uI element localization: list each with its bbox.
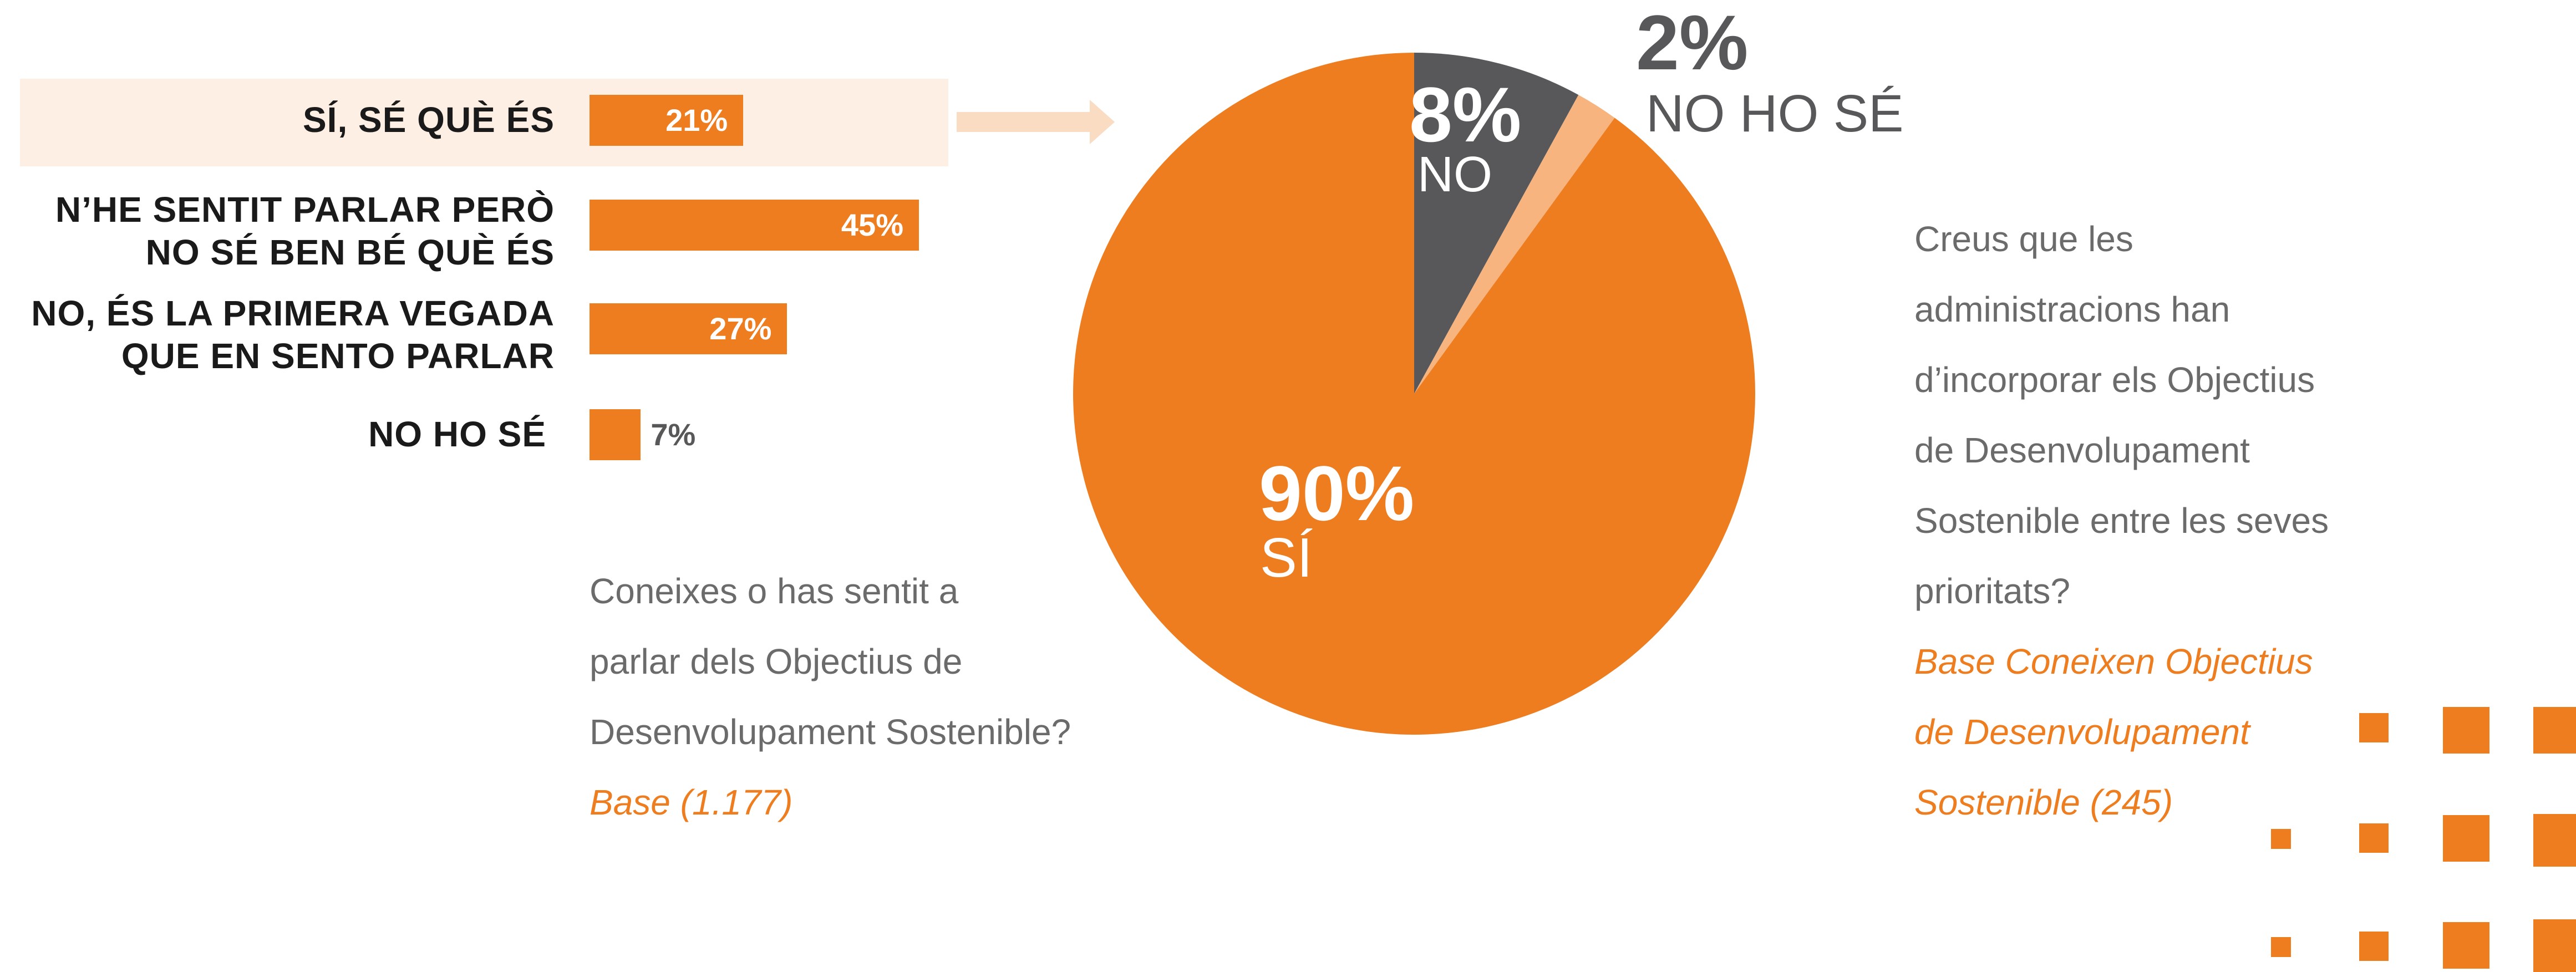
bar: [590, 303, 787, 354]
pie-slice: [1414, 95, 1615, 394]
decorative-square: [2271, 937, 2291, 957]
decorative-square: [2359, 932, 2389, 961]
decorative-square: [2359, 823, 2389, 853]
decorative-square: [2443, 922, 2489, 969]
bar-value-label: 45%: [841, 207, 903, 242]
question-line: de Desenvolupament: [1914, 430, 2250, 470]
bar-row: N’HE SENTIT PARLAR PERÒ NO SÉ BEN BÉ QUÈ…: [0, 189, 555, 277]
bar-chart-question: Coneixes o has sentit a parlar dels Obje…: [590, 556, 1133, 838]
question-line: administracions han: [1914, 289, 2230, 329]
decorative-square: [2271, 829, 2291, 849]
bar: [590, 95, 744, 146]
bar-category-line-2: NO SÉ BEN BÉ QUÈ ÉS: [145, 232, 555, 272]
question-line: Sostenible entre les seves: [1914, 501, 2329, 541]
pie-category-label-si: SÍ: [1260, 527, 1313, 589]
bar-value-label: 27%: [709, 311, 772, 346]
bar-category-label: NO HO SÉ: [368, 414, 546, 454]
bar-value-label: 21%: [665, 103, 728, 138]
bar-category-label: N’HE SENTIT PARLAR PERÒ NO SÉ BEN BÉ QUÈ…: [0, 189, 555, 274]
bar: [590, 409, 641, 460]
bar-value-label: 7%: [651, 417, 696, 452]
decorative-square: [2443, 815, 2489, 862]
bar-row: NO HO SÉ: [0, 409, 546, 460]
bar-category-line-2: QUE EN SENTO PARLAR: [121, 336, 555, 376]
pie-value-label-nohose: 2%: [1636, 0, 1748, 86]
pie-value-label-no: 8%: [1409, 71, 1521, 158]
question-line: Creus que les: [1914, 219, 2133, 259]
bar-chart: SÍ, SÉ QUÈ ÉS N’HE SENTIT PARLAR PERÒ NO…: [0, 0, 954, 499]
decorative-square: [2533, 814, 2576, 867]
question-base: Base Coneixen Objectius: [1914, 642, 2313, 681]
bar-category-line-1: N’HE SENTIT PARLAR PERÒ: [55, 190, 555, 230]
bar-row: SÍ, SÉ QUÈ ÉS: [0, 95, 555, 146]
question-base: Sostenible (245): [1914, 782, 2173, 822]
decorative-square: [2533, 919, 2576, 972]
pie-value-label-si: 90%: [1259, 450, 1414, 537]
arrow-to-pie: [957, 100, 1115, 144]
highlight-band: [20, 79, 948, 166]
pie-category-label-no: NO: [1417, 147, 1492, 202]
question-base: de Desenvolupament: [1914, 712, 2250, 752]
question-base: Base (1.177): [590, 782, 793, 822]
pie-chart-question: Creus que les administracions han d’inco…: [1914, 204, 2414, 838]
bar-row: NO, ÉS LA PRIMERA VEGADA QUE EN SENTO PA…: [0, 292, 555, 381]
question-line: prioritats?: [1914, 571, 2070, 611]
pie-slice: [1073, 53, 1755, 735]
decorative-square: [2533, 707, 2576, 754]
question-line: d’incorporar els Objectius: [1914, 360, 2315, 400]
bars-area: 21% 45% 27% 7%: [590, 0, 956, 499]
decorative-square: [2443, 707, 2489, 754]
pie-slice: [1414, 53, 1579, 394]
bar-category-label: SÍ, SÉ QUÈ ÉS: [302, 100, 555, 140]
bar-category-line-1: NO, ÉS LA PRIMERA VEGADA: [31, 293, 555, 333]
pie-slices: [1073, 53, 1755, 735]
pie-category-label-nohose: NO HO SÉ: [1646, 84, 1904, 143]
question-line: Desenvolupament Sostenible?: [590, 712, 1071, 752]
decorative-squares: [2263, 704, 2576, 972]
bar: [590, 200, 919, 251]
bar-category-label: NO, ÉS LA PRIMERA VEGADA QUE EN SENTO PA…: [0, 292, 555, 378]
question-line: Coneixes o has sentit a: [590, 571, 959, 611]
question-line: parlar dels Objectius de: [590, 642, 963, 681]
decorative-square: [2359, 713, 2389, 742]
